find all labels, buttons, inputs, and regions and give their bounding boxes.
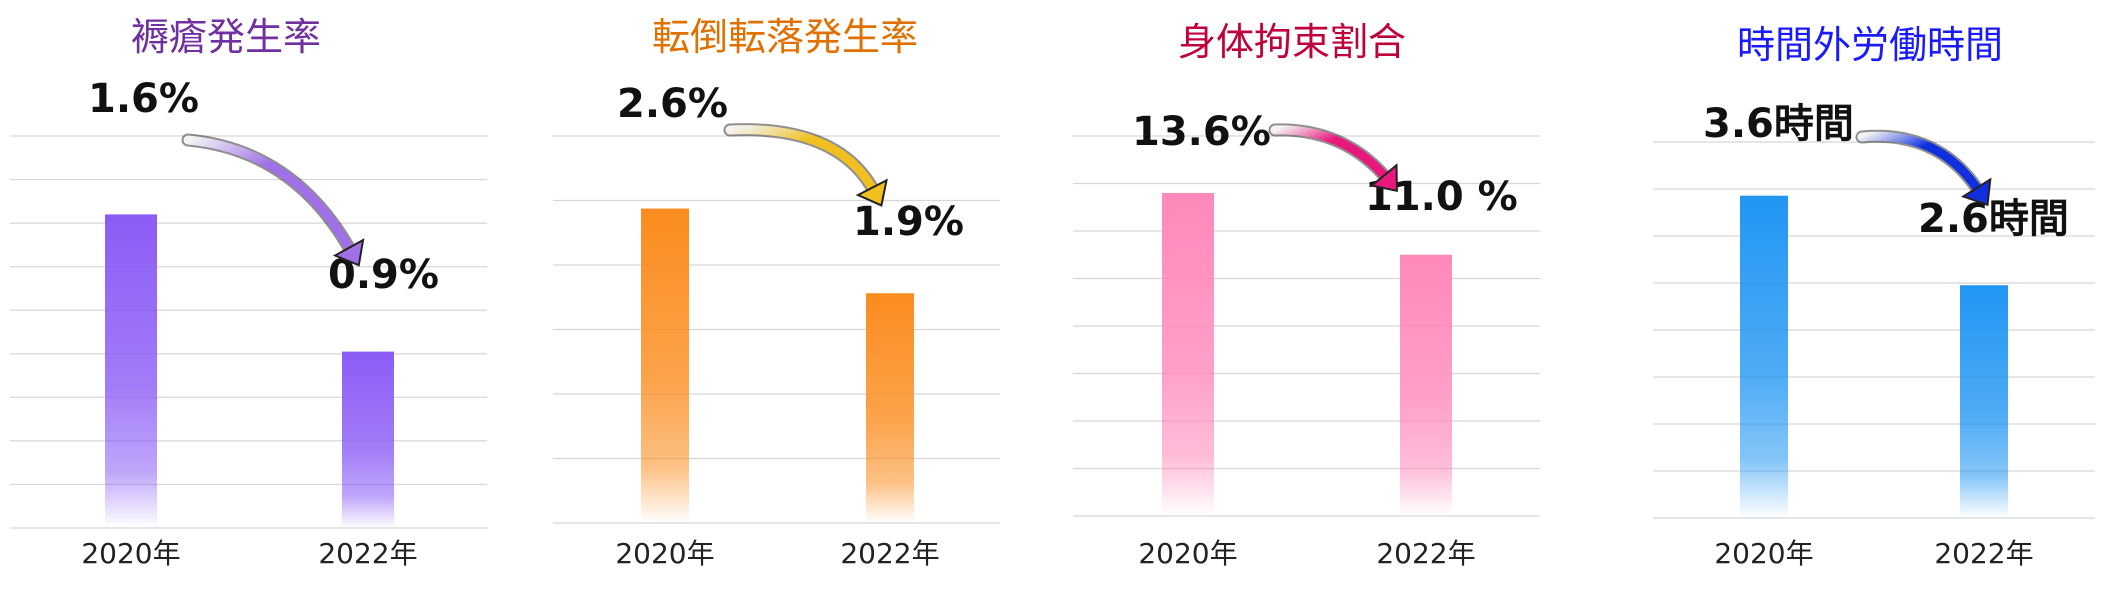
chart-panel: 時間外労働時間 2020年 3.6時間 2022年 2.6時間 (1653, 23, 2095, 570)
chart-title: 褥瘡発生率 (131, 15, 321, 59)
data-label: 3.6時間 (1703, 101, 1854, 147)
trend-arrow-icon (181, 133, 365, 267)
chart-title: 時間外労働時間 (1737, 23, 2003, 67)
data-label: 13.6% (1132, 109, 1271, 155)
bar (342, 351, 394, 528)
bar (1740, 195, 1788, 518)
chart-title: 転倒転落発生率 (652, 15, 918, 59)
bar (1400, 254, 1452, 516)
x-tick-label: 2020年 (1714, 537, 1813, 570)
data-label: 1.9% (853, 199, 964, 245)
chart-title: 身体拘束割合 (1178, 20, 1406, 64)
data-label: 2.6時間 (1918, 196, 2069, 242)
bar (1960, 285, 2008, 518)
bar (641, 208, 689, 523)
data-label: 1.6% (88, 76, 199, 122)
bar (105, 214, 157, 528)
trend-arrow-icon (1268, 123, 1398, 193)
x-tick-label: 2022年 (1934, 537, 2033, 570)
x-tick-label: 2022年 (1376, 537, 1475, 570)
x-tick-label: 2022年 (318, 537, 417, 570)
bar (1162, 193, 1214, 516)
trend-arrow-icon (1855, 129, 1992, 207)
chart-panel: 転倒転落発生率 2020年 2.6% 2022年 1.9% (553, 15, 1000, 570)
x-tick-label: 2020年 (1138, 537, 1237, 570)
x-tick-label: 2022年 (840, 537, 939, 570)
bar (866, 293, 914, 523)
x-tick-label: 2020年 (81, 537, 180, 570)
trend-arrow-icon (723, 123, 888, 207)
data-label: 2.6% (617, 81, 728, 127)
x-tick-label: 2020年 (615, 537, 714, 570)
